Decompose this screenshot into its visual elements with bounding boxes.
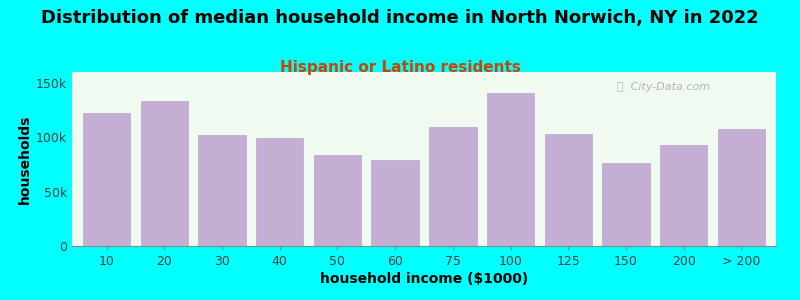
Bar <box>545 134 592 246</box>
Bar <box>83 113 130 246</box>
Bar <box>198 135 246 246</box>
Bar <box>141 101 188 246</box>
Bar <box>429 128 477 246</box>
Text: Distribution of median household income in North Norwich, NY in 2022: Distribution of median household income … <box>41 9 759 27</box>
X-axis label: household income ($1000): household income ($1000) <box>320 272 528 286</box>
Text: ⓘ  City-Data.com: ⓘ City-Data.com <box>617 82 710 92</box>
Bar <box>718 128 765 246</box>
Y-axis label: households: households <box>18 114 32 204</box>
Bar <box>371 160 419 246</box>
Bar <box>256 138 303 246</box>
Bar <box>602 163 650 246</box>
Text: Hispanic or Latino residents: Hispanic or Latino residents <box>279 60 521 75</box>
Bar <box>660 145 707 246</box>
Bar <box>314 154 361 246</box>
Bar <box>487 93 534 246</box>
